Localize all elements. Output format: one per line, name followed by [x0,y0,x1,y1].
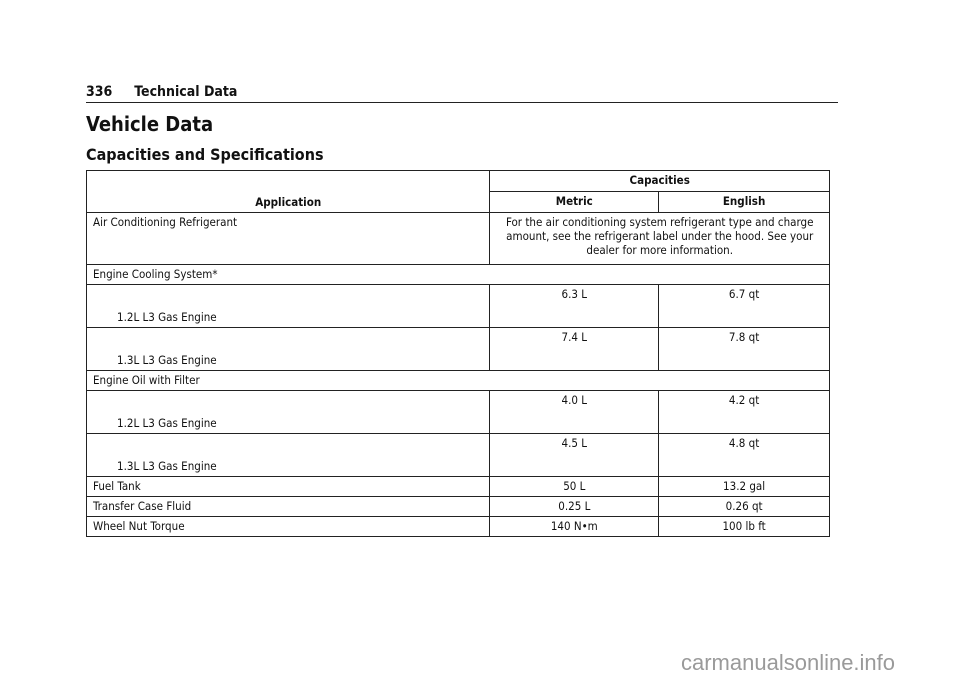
header-english: English [658,191,830,213]
metric-value: 4.5 L [489,433,660,477]
table-row: 1.2L L3 Gas Engine 4.0 L 4.2 qt [85,390,830,434]
english-value: 6.7 qt [658,284,830,328]
row-label: Fuel Tank [85,476,491,497]
metric-value: 0.25 L [489,496,660,517]
english-value: 100 lb ft [658,516,830,537]
page-title: Vehicle Data [86,112,214,136]
header-metric: Metric [489,191,660,213]
english-value: 4.2 qt [658,390,830,434]
section-heading: Capacities and Specifications [86,145,324,164]
metric-value: 50 L [489,476,660,497]
row-label: 1.3L L3 Gas Engine [85,327,491,371]
metric-value: 4.0 L [489,390,660,434]
header-rule [86,102,838,103]
table-row: Wheel Nut Torque 140 N•m 100 lb ft [85,516,830,537]
table-row: Fuel Tank 50 L 13.2 gal [85,476,830,497]
row-note: For the air conditioning system refriger… [489,212,830,265]
english-value: 13.2 gal [658,476,830,497]
table-row: Engine Cooling System* [86,264,830,285]
table-row: 1.3L L3 Gas Engine 7.4 L 7.8 qt [85,327,830,371]
english-value: 4.8 qt [658,433,830,477]
row-label: 1.2L L3 Gas Engine [85,390,491,434]
row-label: Engine Cooling System* [86,264,830,285]
row-label: Transfer Case Fluid [85,496,491,517]
english-value: 7.8 qt [658,327,830,371]
header-application: Application [85,170,491,213]
row-label: 1.3L L3 Gas Engine [85,433,491,477]
capacities-table: Application Capacities Metric English Ai… [85,170,830,537]
english-value: 0.26 qt [658,496,830,517]
table-row: 1.3L L3 Gas Engine 4.5 L 4.8 qt [85,433,830,477]
table-row: 1.2L L3 Gas Engine 6.3 L 6.7 qt [85,284,830,328]
row-label: Engine Oil with Filter [86,370,830,391]
metric-value: 140 N•m [489,516,660,537]
running-header: 336 Technical Data [86,84,237,100]
metric-value: 7.4 L [489,327,660,371]
table-row: Air Conditioning Refrigerant For the air… [85,212,830,265]
section-title: Technical Data [134,84,238,100]
table-row: Transfer Case Fluid 0.25 L 0.26 qt [85,496,830,517]
header-capacities: Capacities [489,170,830,192]
row-label: 1.2L L3 Gas Engine [85,284,491,328]
watermark: carmanualsonline.info [681,650,896,675]
row-label: Air Conditioning Refrigerant [85,212,491,265]
row-label: Wheel Nut Torque [85,516,491,537]
table-row: Engine Oil with Filter [86,370,830,391]
metric-value: 6.3 L [489,284,660,328]
page-number: 336 [86,84,113,100]
